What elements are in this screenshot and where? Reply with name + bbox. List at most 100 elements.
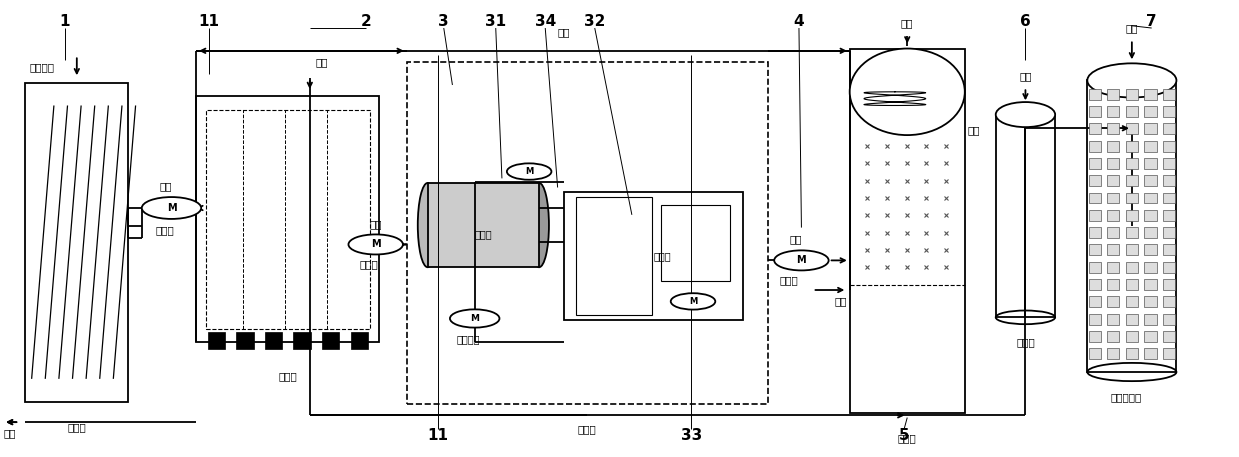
Bar [1126,314,1139,324]
Bar [1089,141,1101,152]
Bar [1089,262,1101,273]
Text: 沼气: 沼气 [4,429,16,439]
Bar [1126,141,1139,152]
Text: 回液水泵: 回液水泵 [457,334,481,344]
Bar [196,96,379,342]
Text: 空压机: 空压机 [475,229,492,239]
Bar [1145,297,1157,307]
Text: 沼气: 沼气 [901,18,913,28]
Text: 34: 34 [534,14,556,29]
Bar [850,48,965,413]
Bar [1089,210,1101,221]
Bar [237,332,254,349]
Bar [1108,244,1120,255]
Bar [1108,279,1120,290]
Bar [1089,123,1101,134]
Bar [1126,227,1139,238]
Bar [1163,244,1175,255]
Bar [1163,123,1175,134]
Bar [1145,210,1157,221]
Bar [1145,123,1157,134]
Bar [1126,262,1139,273]
Bar [1163,227,1175,238]
Text: 11: 11 [427,428,449,443]
Bar [1163,210,1175,221]
Bar [1126,158,1139,169]
Bar [1145,227,1157,238]
Text: 沼液: 沼液 [558,27,570,37]
Text: M: M [689,297,698,306]
Bar [1145,314,1157,324]
Bar [1145,175,1157,186]
Bar [1163,331,1175,342]
Bar [1163,175,1175,186]
Bar [1163,279,1175,290]
Bar [1108,348,1120,359]
Bar [208,332,225,349]
Text: 32: 32 [584,14,606,29]
Bar [322,332,339,349]
Bar [1089,348,1101,359]
Bar [1089,331,1101,342]
Ellipse shape [850,48,965,135]
Ellipse shape [418,183,437,267]
Bar [1145,106,1157,117]
Bar [294,332,311,349]
Bar [1108,175,1120,186]
Text: 沼气: 沼气 [835,297,847,306]
Text: 喷淋塔: 喷淋塔 [898,433,917,443]
Bar [1108,331,1120,342]
Bar [26,83,128,402]
Bar [1145,348,1157,359]
Text: 5: 5 [898,428,909,443]
Text: 进水泵: 进水泵 [155,225,175,235]
Bar [1108,314,1120,324]
Bar [996,115,1056,317]
Text: M: M [470,314,479,323]
Text: 4: 4 [794,14,804,29]
Text: 1: 1 [59,14,71,29]
Bar [576,197,652,315]
Bar [1126,348,1139,359]
Bar [1126,106,1139,117]
Bar [265,332,282,349]
Bar [1088,80,1176,372]
Text: M: M [797,255,807,266]
Bar [1126,297,1139,307]
Text: 新鲜沼液: 新鲜沼液 [30,62,55,72]
Bar [1163,89,1175,100]
Bar [206,110,369,329]
Text: 干式脱硫罐: 干式脱硫罐 [1110,392,1141,402]
Bar [1089,314,1101,324]
Bar [1089,106,1101,117]
Bar [427,183,539,267]
Bar [1108,192,1120,203]
Circle shape [774,250,829,271]
Text: 6: 6 [1020,14,1031,29]
Text: 沼气: 沼气 [1020,71,1032,81]
Bar [1126,175,1139,186]
Bar [1126,331,1139,342]
Bar [1145,331,1157,342]
Bar [564,192,743,319]
Bar [1126,123,1139,134]
Bar [1089,297,1101,307]
Bar [1145,89,1157,100]
Text: 沼气: 沼气 [316,57,328,67]
Bar [1108,106,1120,117]
Bar [1145,141,1157,152]
Text: 气浮机: 气浮机 [577,424,597,434]
Bar [1089,192,1101,203]
Text: M: M [525,167,533,176]
Bar [662,205,730,282]
Bar [1145,192,1157,203]
Ellipse shape [529,183,549,267]
Bar [1126,244,1139,255]
Bar [1145,158,1157,169]
Text: 7: 7 [1146,14,1157,29]
Bar [1163,106,1175,117]
Bar [1145,244,1157,255]
Bar [1108,158,1120,169]
Bar [1163,192,1175,203]
Bar [1126,89,1139,100]
